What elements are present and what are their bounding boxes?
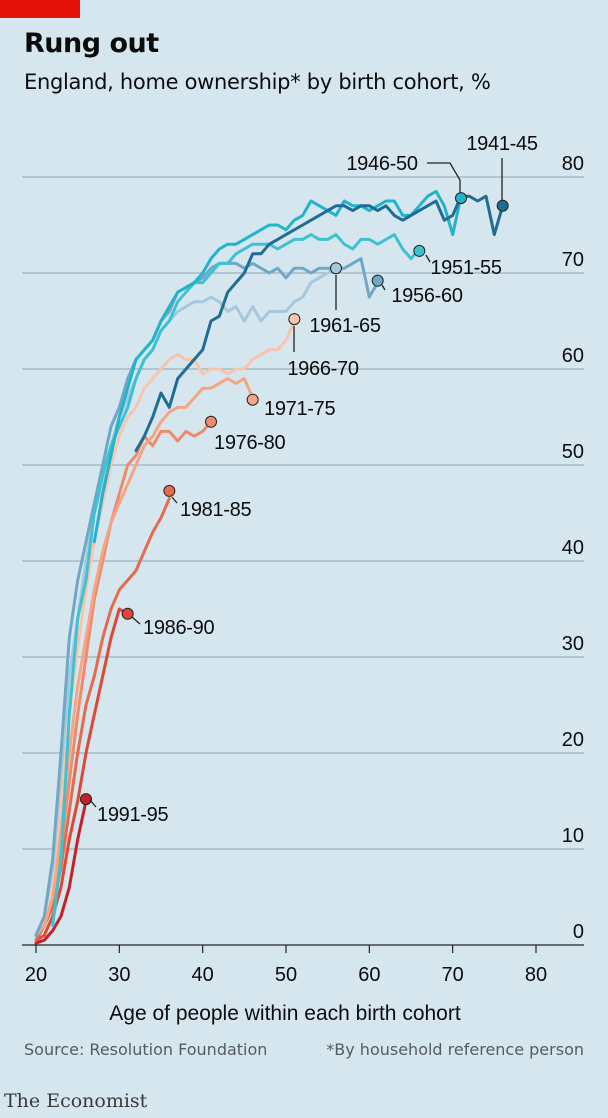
end-dot-1956-60: [371, 274, 384, 287]
end-dot-1961-65: [330, 262, 342, 275]
series-line-1986-90: [34, 607, 130, 942]
x-tick-label: 50: [275, 964, 297, 986]
y-tick-label: 20: [562, 729, 584, 751]
series-line-1966-70: [34, 319, 296, 937]
end-dot-1986-90: [121, 607, 134, 620]
y-tick-label: 60: [562, 345, 584, 367]
cohort-label-1946-50: 1946-50: [346, 153, 417, 175]
series-line-1976-80: [34, 420, 213, 937]
leader-1986-90: [131, 616, 141, 625]
end-dot-1991-95: [80, 793, 92, 806]
series-line-1956-60: [34, 257, 380, 937]
leader-1946-50: [427, 162, 461, 193]
cohort-label-1961-65: 1961-65: [309, 315, 380, 337]
source-text: Source: Resolution Foundation: [24, 1040, 268, 1059]
cohort-label-1976-80: 1976-80: [214, 432, 285, 454]
cohort-label-1986-90: 1986-90: [143, 617, 214, 639]
leader-1991-95: [89, 799, 97, 808]
cohort-label-1966-70: 1966-70: [287, 358, 358, 380]
y-tick-label: 40: [562, 537, 584, 559]
end-dot-1941-45: [496, 199, 509, 212]
x-tick-label: 40: [192, 964, 214, 986]
x-tick-label: 80: [525, 964, 547, 986]
cohort-label-1971-75: 1971-75: [264, 398, 335, 420]
series-line-1946-50: [92, 189, 463, 544]
x-tick-label: 30: [108, 964, 130, 986]
leader-1956-60: [381, 284, 386, 291]
cohort-label-1991-95: 1991-95: [97, 804, 168, 826]
brand-red-tag: [0, 0, 80, 18]
series-line-1971-75: [34, 377, 255, 937]
chart-footer: Source: Resolution Foundation *By househ…: [24, 1040, 584, 1059]
end-dot-1976-80: [205, 415, 217, 428]
leader-1981-85: [171, 496, 178, 504]
cohort-label-1951-55: 1951-55: [430, 257, 501, 279]
y-tick-label: 30: [562, 633, 584, 655]
y-tick-label: 70: [562, 249, 584, 271]
series-line-1961-65: [34, 266, 338, 937]
chart-subtitle: England, home ownership* by birth cohort…: [24, 70, 491, 94]
end-dot-1966-70: [288, 313, 301, 326]
end-dot-1981-85: [163, 484, 176, 497]
series-line-1991-95: [34, 799, 88, 945]
footnote-text: *By household reference person: [326, 1040, 584, 1059]
x-axis-label: Age of people within each birth cohort: [109, 1002, 461, 1025]
y-tick-label: 50: [562, 441, 584, 463]
series-line-1941-45: [134, 194, 505, 453]
x-tick-label: 70: [442, 964, 464, 986]
y-tick-label: 80: [562, 153, 584, 175]
cohort-label-1981-85: 1981-85: [180, 499, 251, 521]
leader-1951-55: [425, 254, 431, 263]
cohort-label-1941-45: 1941-45: [466, 133, 537, 155]
x-tick-label: 60: [358, 964, 380, 986]
y-tick-label: 10: [562, 825, 584, 847]
end-dot-1971-75: [246, 393, 259, 406]
publisher-logo: The Economist: [4, 1090, 148, 1112]
y-tick-label: 0: [573, 921, 584, 943]
x-tick-label: 20: [25, 964, 47, 986]
end-dot-1951-55: [413, 244, 426, 257]
cohort-label-1956-60: 1956-60: [391, 285, 462, 307]
chart-title: Rung out: [24, 28, 159, 59]
end-dot-1946-50: [455, 192, 467, 205]
